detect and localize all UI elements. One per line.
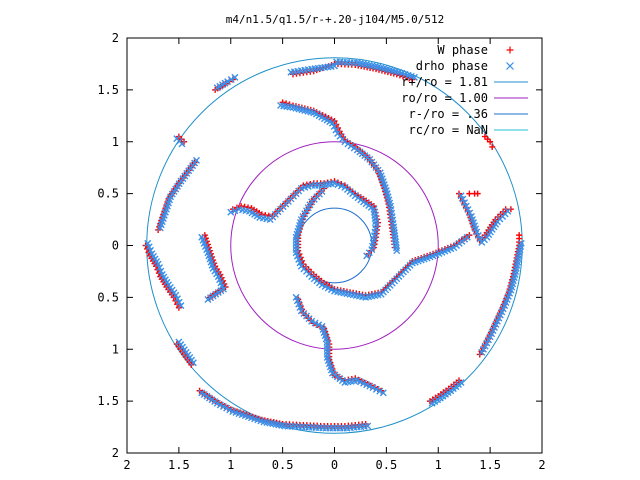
w-phase-point — [489, 143, 496, 150]
drho-phase-point — [173, 295, 181, 303]
drho-phase-point — [347, 142, 355, 150]
w-phase-point — [487, 138, 494, 145]
drho-phase-point — [227, 208, 235, 216]
drho-phase-point — [457, 378, 465, 386]
drho-phase-point — [350, 144, 358, 152]
drho-phase-point — [344, 140, 352, 148]
drho-phase-point — [172, 291, 180, 299]
drho-phase-point — [204, 295, 212, 303]
x-tick-label: 2 — [538, 458, 545, 472]
x-tick-label: 1 — [227, 458, 234, 472]
drho-phase-point — [462, 202, 470, 210]
drho-phase-point — [473, 228, 481, 236]
drho-phase-point — [379, 389, 387, 397]
x-tick-label: 0.5 — [272, 458, 294, 472]
drho-phase-point — [308, 317, 316, 325]
drho-phase-point — [332, 126, 340, 134]
y-tick-label: 0.5 — [97, 187, 119, 201]
reference-circle — [230, 141, 439, 350]
drho-phase-point — [376, 387, 384, 395]
drho-phase-point — [231, 207, 239, 215]
legend-marker — [506, 46, 514, 54]
drho-phase-point — [466, 209, 474, 217]
drho-phase-point — [461, 199, 469, 207]
y-tick-label: 1 — [112, 342, 119, 356]
drho-phase-point — [463, 233, 471, 241]
chart-title: m4/n1.5/q1.5/r-+.20-j104/M5.0/512 — [226, 13, 445, 26]
drho-phase-point — [175, 298, 183, 306]
drho-phase-point — [410, 73, 418, 81]
w-phase-point — [474, 190, 481, 197]
drho-phase-point — [277, 101, 285, 109]
drho-phase-point — [464, 206, 472, 214]
drho-phase-point — [178, 140, 186, 148]
w-phase-point — [466, 190, 473, 197]
drho-phase-point — [353, 146, 361, 154]
drho-phase-point — [459, 195, 467, 203]
x-tick-label: 1.5 — [479, 458, 501, 472]
y-tick-label: 1 — [112, 135, 119, 149]
drho-phase-point — [364, 422, 372, 430]
x-tick-label: 0 — [331, 458, 338, 472]
y-tick-label: 2 — [112, 31, 119, 45]
drho-phase-point — [517, 239, 525, 247]
drho-phase-point — [177, 302, 185, 310]
w-phase-point — [516, 232, 523, 239]
legend-label: r+/ro = 1.81 — [401, 75, 488, 89]
drho-phase-point — [504, 207, 512, 215]
drho-phase-point — [224, 78, 232, 86]
drho-phase-point — [363, 252, 371, 260]
legend-label: W phase — [437, 43, 488, 57]
drho-phase-point — [334, 129, 342, 137]
legend-label: r-/ro = .36 — [409, 107, 488, 121]
drho-phase-point — [369, 384, 377, 392]
y-tick-label: 1.5 — [97, 83, 119, 97]
axis-ticks: 2 1.5 1 0.5 0 0.5 1 1.5 221.510.500.511.52 — [97, 31, 545, 472]
drho-phase-point — [189, 359, 197, 367]
data-points — [142, 58, 525, 432]
y-tick-label: 0.5 — [97, 290, 119, 304]
legend-marker — [506, 62, 514, 70]
drho-phase-point — [156, 224, 164, 232]
x-tick-label: 0.5 — [376, 458, 398, 472]
legend-label: ro/ro = 1.00 — [401, 91, 488, 105]
y-tick-label: 2 — [112, 446, 119, 460]
legend: W phase drho phase r+/ro = 1.81 ro/ro = 1.0… — [401, 43, 528, 137]
drho-phase-point — [311, 319, 319, 327]
legend-label: drho phase — [416, 59, 488, 73]
drho-phase-point — [231, 73, 239, 81]
drho-phase-point — [331, 62, 338, 70]
x-tick-label: 1.5 — [168, 458, 190, 472]
y-tick-label: 0 — [112, 239, 119, 253]
x-tick-label: 2 — [123, 458, 130, 472]
drho-phase-point — [474, 231, 482, 239]
x-tick-label: 1 — [435, 458, 442, 472]
drho-phase-point — [227, 76, 235, 83]
legend-label: rc/ro = NaN — [409, 123, 488, 137]
y-tick-label: 1.5 — [97, 394, 119, 408]
drho-phase-point — [372, 385, 380, 393]
drho-phase-point — [457, 192, 465, 200]
